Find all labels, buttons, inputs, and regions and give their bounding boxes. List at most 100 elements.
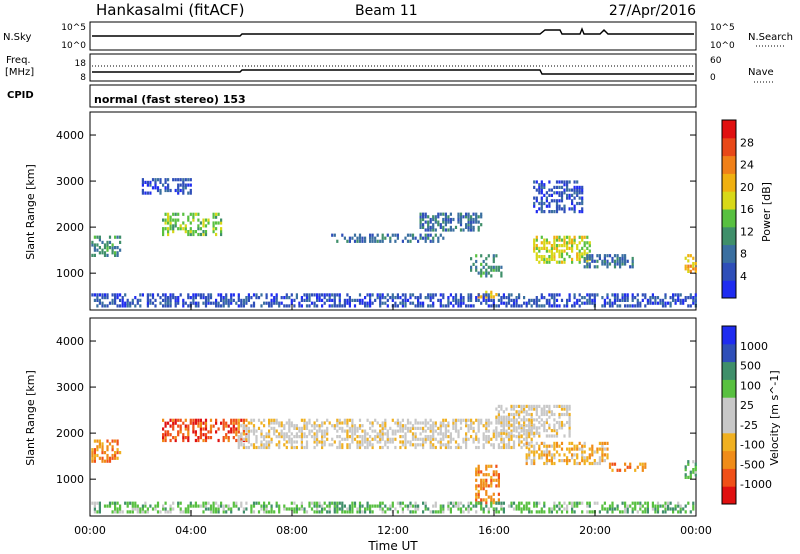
heatmap-cell bbox=[220, 218, 223, 222]
heatmap-cell bbox=[452, 418, 455, 422]
heatmap-cell bbox=[624, 296, 627, 300]
heatmap-cell bbox=[174, 178, 177, 182]
heatmap-cell bbox=[179, 427, 182, 431]
heatmap-cell bbox=[263, 437, 266, 441]
heatmap-cell bbox=[530, 304, 533, 308]
heatmap-cell bbox=[631, 304, 634, 308]
heatmap-cell bbox=[566, 456, 569, 460]
heatmap-cell bbox=[571, 241, 574, 245]
heatmap-cell bbox=[563, 423, 566, 427]
heatmap-cell bbox=[197, 293, 200, 297]
heatmap-cell bbox=[111, 453, 114, 458]
heatmap-cell bbox=[417, 507, 420, 511]
heatmap-cell bbox=[548, 180, 551, 184]
heatmap-cell bbox=[381, 301, 384, 305]
heatmap-cell bbox=[172, 424, 175, 428]
heatmap-cell bbox=[528, 456, 531, 460]
heatmap-cell bbox=[374, 504, 377, 508]
heatmap-cell bbox=[583, 241, 586, 245]
heatmap-cell bbox=[204, 304, 208, 308]
heatmap-cell bbox=[305, 296, 309, 300]
frequency-label-2: [MHz] bbox=[5, 67, 34, 78]
heatmap-cell bbox=[358, 507, 362, 511]
heatmap-cell bbox=[331, 298, 334, 302]
heatmap-cell bbox=[98, 439, 101, 443]
heatmap-cell bbox=[396, 236, 399, 240]
heatmap-cell bbox=[242, 510, 245, 514]
heatmap-cell bbox=[114, 301, 117, 305]
heatmap-cell bbox=[247, 435, 250, 439]
heatmap-cell bbox=[275, 435, 278, 439]
heatmap-cell bbox=[270, 301, 273, 305]
heatmap-cell bbox=[364, 301, 367, 305]
heatmap-cell bbox=[540, 199, 543, 203]
heatmap-cell bbox=[417, 504, 420, 508]
heatmap-cell bbox=[429, 424, 432, 428]
heatmap-cell bbox=[548, 257, 551, 261]
heatmap-cell bbox=[490, 484, 493, 488]
heatmap-cell bbox=[677, 510, 680, 514]
heatmap-cell bbox=[492, 443, 495, 447]
heatmap-cell bbox=[485, 504, 488, 508]
heatmap-cell bbox=[548, 255, 551, 259]
heatmap-cell bbox=[106, 456, 109, 460]
heatmap-cell bbox=[323, 507, 326, 511]
heatmap-cell bbox=[659, 301, 662, 305]
heatmap-cell bbox=[432, 429, 435, 433]
heatmap-cell bbox=[194, 418, 197, 422]
heatmap-cell bbox=[217, 510, 220, 514]
heatmap-cell bbox=[348, 239, 351, 243]
heatmap-cell bbox=[611, 504, 614, 508]
heatmap-cell bbox=[98, 507, 101, 511]
heatmap-cell bbox=[384, 510, 387, 514]
heatmap-cell bbox=[560, 185, 564, 189]
heatmap-cell bbox=[586, 265, 589, 269]
heatmap-cell bbox=[364, 236, 367, 240]
heatmap-cell bbox=[136, 504, 139, 508]
heatmap-cell bbox=[492, 265, 495, 269]
heatmap-cell bbox=[172, 227, 175, 231]
heatmap-cell bbox=[684, 256, 687, 260]
heatmap-cell bbox=[164, 438, 167, 443]
heatmap-cell bbox=[694, 465, 697, 469]
heatmap-cell bbox=[482, 507, 485, 511]
heatmap-cell bbox=[512, 404, 516, 408]
heatmap-cell bbox=[106, 296, 109, 300]
heatmap-cell bbox=[406, 440, 410, 444]
heatmap-cell bbox=[467, 418, 470, 422]
heatmap-cell bbox=[103, 504, 107, 508]
colorbar-swatch bbox=[722, 379, 736, 398]
heatmap-cell bbox=[649, 298, 652, 302]
heatmap-cell bbox=[151, 296, 155, 300]
heatmap-cell bbox=[553, 241, 556, 245]
heatmap-cell bbox=[98, 293, 101, 297]
heatmap-cell bbox=[151, 301, 155, 305]
heatmap-cell bbox=[467, 507, 470, 511]
heatmap-cell bbox=[295, 510, 298, 514]
heatmap-cell bbox=[664, 296, 667, 300]
heatmap-cell bbox=[603, 304, 606, 308]
heatmap-cell bbox=[197, 424, 200, 428]
heatmap-cell bbox=[187, 215, 190, 219]
heatmap-cell bbox=[500, 437, 503, 441]
heatmap-cell bbox=[106, 453, 109, 458]
heatmap-cell bbox=[384, 424, 387, 428]
heatmap-cell bbox=[283, 296, 286, 300]
heatmap-cell bbox=[525, 304, 528, 308]
heatmap-cell bbox=[528, 424, 531, 428]
heatmap-cell bbox=[500, 504, 503, 508]
colorbar-tick-label: 24 bbox=[740, 159, 754, 172]
heatmap-cell bbox=[351, 424, 354, 428]
heatmap-cell bbox=[177, 430, 180, 434]
heatmap-cell bbox=[566, 244, 569, 248]
heatmap-cell bbox=[457, 298, 460, 302]
heatmap-cell bbox=[230, 421, 233, 425]
heatmap-cell bbox=[414, 507, 417, 511]
heatmap-cell bbox=[179, 507, 182, 511]
heatmap-cell bbox=[419, 225, 422, 229]
heatmap-cell bbox=[578, 255, 581, 259]
heatmap-cell bbox=[154, 504, 157, 508]
heatmap-cell bbox=[103, 251, 107, 255]
heatmap-cell bbox=[187, 430, 190, 434]
heatmap-cell bbox=[687, 460, 690, 464]
